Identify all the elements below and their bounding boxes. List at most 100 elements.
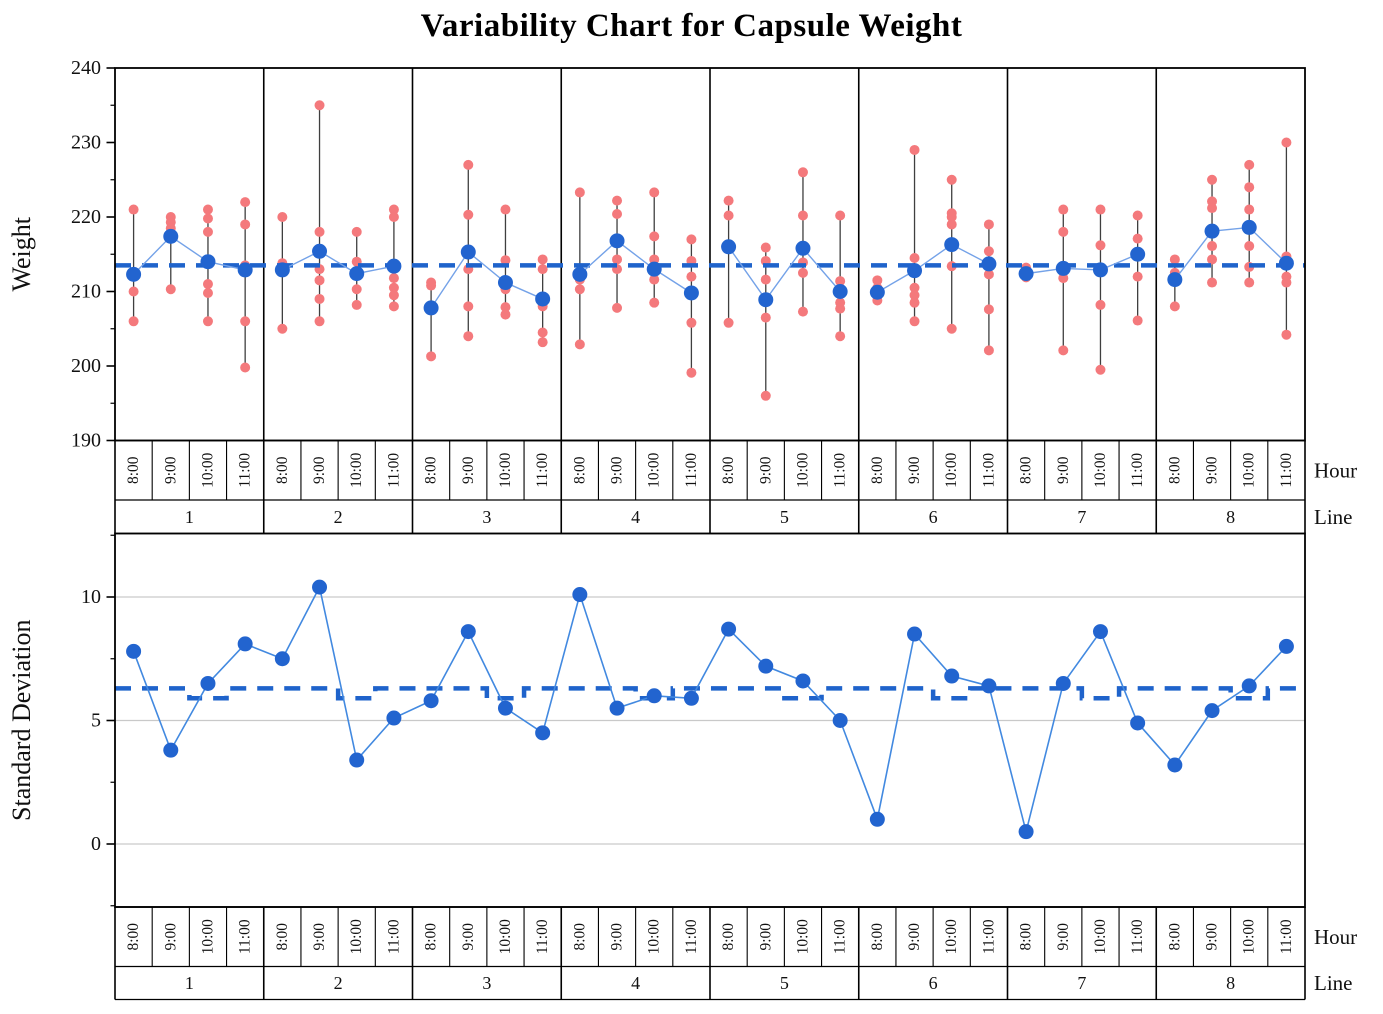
stddev-point — [535, 725, 551, 741]
weight-point — [797, 267, 808, 278]
top-hour-label: 9:00 — [162, 456, 179, 484]
weight-point — [240, 316, 251, 327]
weight-point — [388, 301, 399, 312]
weight-point — [1207, 241, 1218, 252]
group-mean-point — [423, 300, 439, 316]
top-hour-label: 8:00 — [274, 456, 291, 484]
weight-point — [835, 276, 846, 287]
stddev-point — [126, 643, 142, 659]
weight-point — [388, 204, 399, 215]
weight-point — [835, 303, 846, 314]
weight-point — [1244, 182, 1255, 193]
stddev-point — [1055, 675, 1071, 691]
stddev-point — [832, 713, 848, 728]
weight-point — [686, 234, 697, 245]
top-line-label: 3 — [482, 507, 491, 527]
weight-point — [983, 269, 994, 280]
weight-point — [240, 197, 251, 208]
stddev-point — [1018, 824, 1034, 840]
group-mean-point — [1167, 272, 1183, 288]
weight-point — [723, 210, 734, 221]
bottom-hour-label: 9:00 — [1055, 923, 1072, 951]
stddev-point — [200, 675, 216, 691]
bottom-hour-label: 10:00 — [1092, 919, 1109, 955]
top-hour-label: 11:00 — [534, 453, 551, 488]
bottom-line-label: 6 — [929, 973, 938, 993]
bottom-line-label: 7 — [1077, 973, 1086, 993]
group-mean-point — [163, 228, 179, 244]
y-tick-label: 200 — [71, 355, 101, 377]
top-hour-label: 11:00 — [385, 453, 402, 488]
weight-point — [612, 209, 623, 220]
bottom-hour-label: 10:00 — [1241, 919, 1258, 955]
top-hour-label: 8:00 — [1166, 456, 1183, 484]
bottom-hour-label: 10:00 — [646, 919, 663, 955]
top-hour-label: 10:00 — [1241, 452, 1258, 488]
bottom-hour-label: 9:00 — [311, 923, 328, 951]
group-mean-point — [981, 256, 997, 272]
weight-point — [426, 280, 437, 291]
weight-point — [1281, 277, 1292, 288]
weight-point — [574, 187, 585, 198]
weight-point — [946, 219, 957, 230]
top-hour-label: 9:00 — [311, 456, 328, 484]
bottom-hour-label: 8:00 — [1166, 923, 1183, 951]
top-hour-label: 11:00 — [237, 453, 254, 488]
top-hour-label: 9:00 — [906, 456, 923, 484]
weight-point — [314, 100, 325, 111]
bottom-hour-label: 8:00 — [571, 923, 588, 951]
weight-point — [537, 337, 548, 348]
weight-point — [1207, 174, 1218, 185]
weight-point — [1244, 204, 1255, 215]
weight-point — [686, 367, 697, 378]
weight-point — [612, 195, 623, 206]
group-mean-point — [907, 263, 923, 279]
top-hour-label: 8:00 — [1018, 456, 1035, 484]
weight-point — [1169, 301, 1180, 312]
top-hour-label: 9:00 — [757, 456, 774, 484]
weight-point — [463, 209, 474, 220]
top-hour-label: 10:00 — [1092, 452, 1109, 488]
group-mean-point — [1204, 223, 1220, 239]
top-hour-label: 8:00 — [125, 456, 142, 484]
top-line-label: 7 — [1077, 507, 1086, 527]
stddev-point — [237, 636, 253, 652]
weight-point — [909, 290, 920, 301]
bottom-hour-axis-name: Hour — [1314, 925, 1357, 949]
weight-point — [835, 331, 846, 342]
bottom-hour-label: 9:00 — [162, 923, 179, 951]
weight-point — [463, 331, 474, 342]
mean-connector — [728, 246, 841, 301]
mean-connector — [1025, 253, 1138, 275]
bottom-hour-label: 8:00 — [274, 923, 291, 951]
weight-point — [463, 159, 474, 170]
bottom-hour-label: 11:00 — [237, 919, 254, 954]
group-mean-point — [609, 233, 625, 249]
group-mean-point — [944, 237, 960, 253]
stddev-point — [609, 700, 625, 716]
group-mean-point — [1055, 260, 1071, 276]
stddev-point — [646, 688, 662, 704]
top-hour-label: 8:00 — [423, 456, 440, 484]
bottom-hour-label: 10:00 — [794, 919, 811, 955]
weight-point — [1244, 241, 1255, 252]
top-hour-label: 9:00 — [1204, 456, 1221, 484]
weight-point — [1132, 210, 1143, 221]
top-hour-label: 10:00 — [348, 452, 365, 488]
weight-point — [1132, 233, 1143, 244]
y-tick-label: 210 — [71, 281, 101, 303]
weight-point — [983, 304, 994, 315]
bottom-line-axis-name: Line — [1314, 971, 1352, 995]
top-hour-label: 8:00 — [869, 456, 886, 484]
bottom-hour-label: 10:00 — [943, 919, 960, 955]
weight-point — [686, 317, 697, 328]
weight-point — [314, 275, 325, 286]
weight-point — [351, 299, 362, 310]
weight-point — [1058, 273, 1069, 284]
weight-point — [314, 316, 325, 327]
weight-point — [314, 226, 325, 237]
weight-point — [760, 242, 771, 253]
top-line-label: 1 — [185, 507, 194, 527]
y-tick-label: 10 — [81, 586, 101, 608]
group-mean-point — [721, 239, 737, 255]
